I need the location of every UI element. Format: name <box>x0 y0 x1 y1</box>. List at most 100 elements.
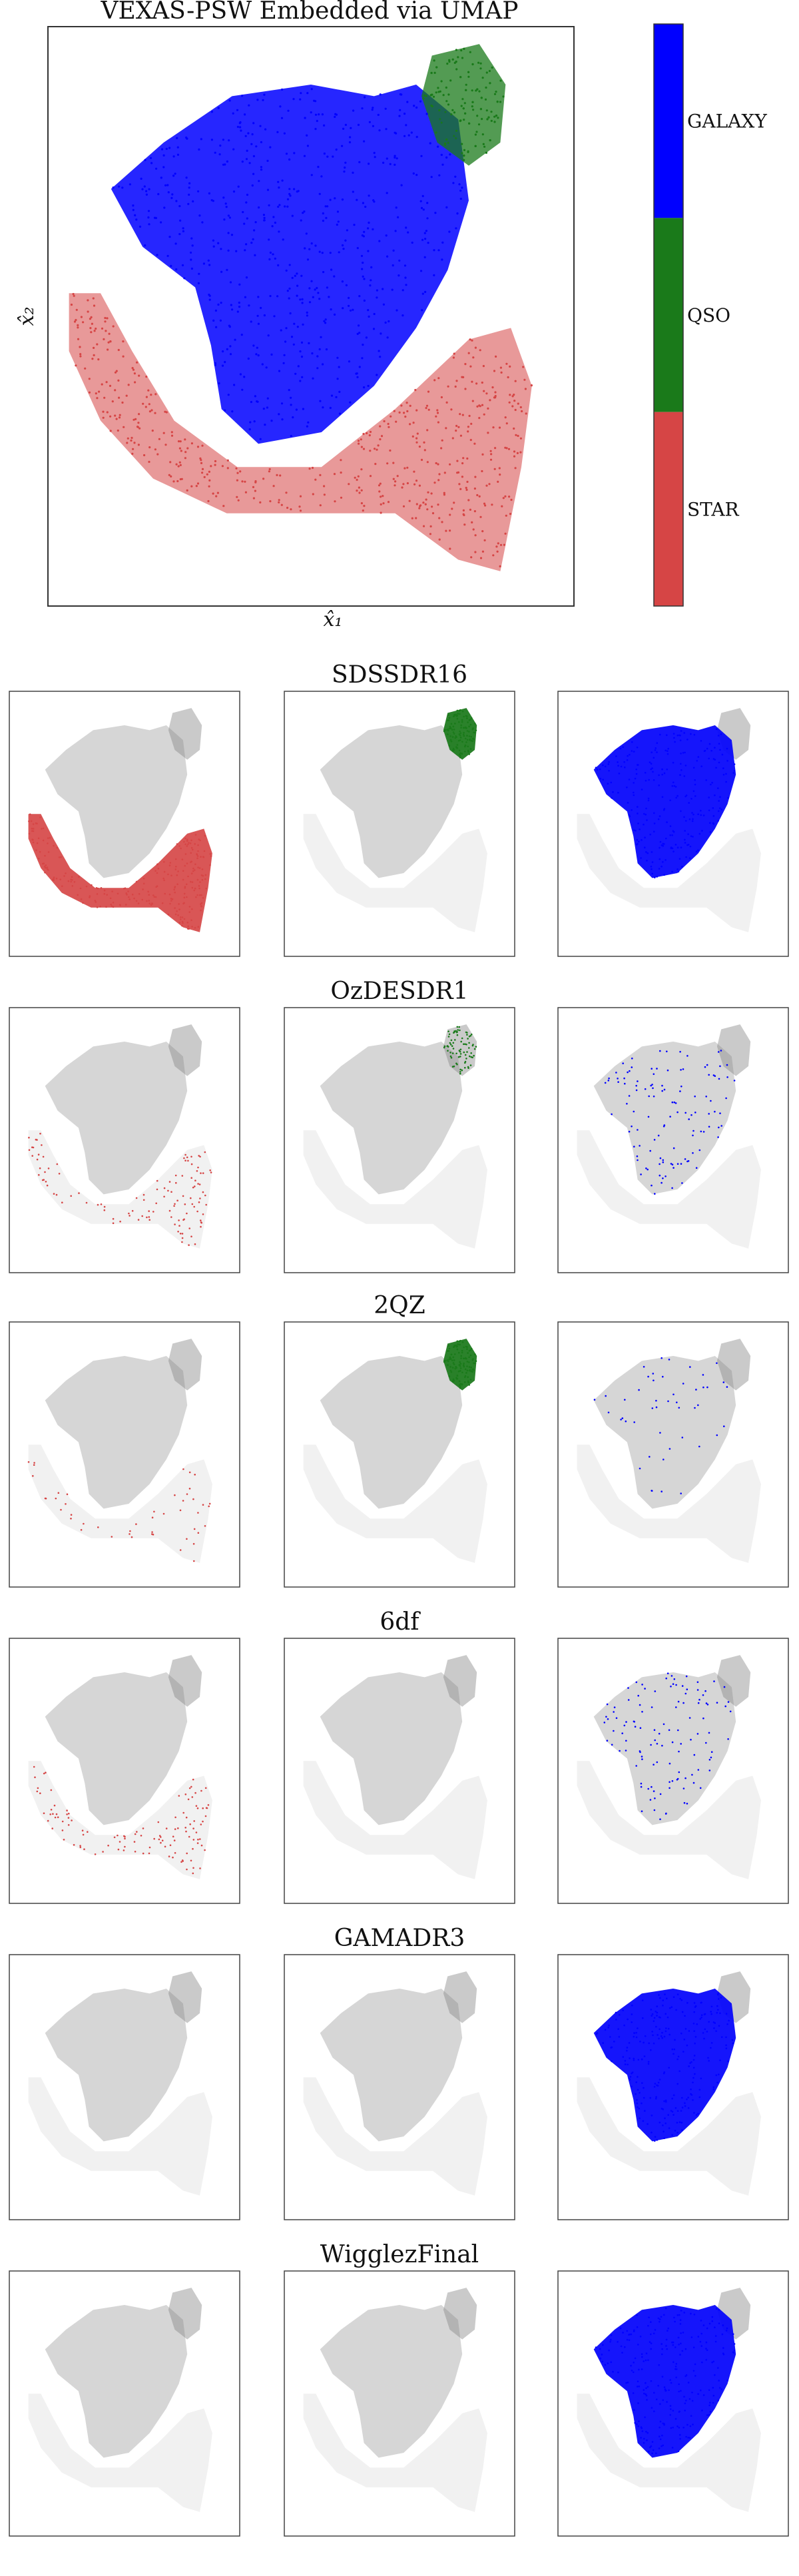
main-point-galaxy <box>160 148 164 151</box>
point-galaxy <box>638 2420 640 2422</box>
point-star <box>79 1845 81 1847</box>
point-galaxy <box>650 2445 653 2447</box>
point-galaxy <box>659 2121 661 2124</box>
point-star <box>105 906 107 908</box>
survey-title: OzDESDR1 <box>330 978 468 1005</box>
main-point-qso <box>457 56 459 59</box>
point-galaxy <box>713 2027 715 2029</box>
background-star <box>577 1445 761 1563</box>
main-point-qso <box>502 95 505 98</box>
main-point-galaxy <box>308 287 311 290</box>
main-point-star <box>363 505 366 507</box>
point-galaxy <box>609 2036 611 2038</box>
main-point-galaxy <box>352 171 354 174</box>
point-qso <box>461 1341 464 1343</box>
main-point-qso <box>447 141 449 144</box>
point-qso <box>455 1030 457 1032</box>
main-point-galaxy <box>378 350 380 352</box>
point-galaxy <box>684 2028 687 2030</box>
point-star <box>49 1813 51 1815</box>
point-galaxy <box>639 1145 641 1147</box>
main-point-star <box>95 392 97 395</box>
main-point-star <box>380 503 382 506</box>
main-point-qso <box>484 98 487 101</box>
point-qso <box>475 729 477 731</box>
point-star <box>183 1218 185 1221</box>
point-galaxy <box>661 768 663 771</box>
main-point-star <box>402 505 405 507</box>
point-galaxy <box>691 812 693 814</box>
main-point-galaxy <box>370 279 372 282</box>
main-point-star <box>199 457 202 460</box>
main-point-galaxy <box>258 206 260 209</box>
main-point-galaxy <box>412 172 415 175</box>
point-galaxy <box>712 2088 714 2091</box>
main-point-qso <box>477 61 480 64</box>
main-point-star <box>109 340 112 343</box>
point-galaxy <box>635 1765 637 1767</box>
point-galaxy <box>608 2350 610 2352</box>
point-galaxy <box>636 747 639 749</box>
main-point-star <box>105 381 108 384</box>
point-galaxy <box>633 2362 635 2364</box>
main-point-galaxy <box>421 309 423 312</box>
main-point-galaxy <box>138 225 142 228</box>
colorbar-segment-star <box>654 412 683 606</box>
panel-qso <box>284 2270 515 2537</box>
point-qso <box>448 1375 451 1377</box>
point-star <box>87 1831 89 1833</box>
point-galaxy <box>715 2074 718 2077</box>
main-point-galaxy <box>372 328 376 330</box>
point-star <box>55 877 58 880</box>
point-galaxy <box>661 865 663 868</box>
main-point-galaxy <box>157 192 160 196</box>
point-galaxy <box>659 858 661 860</box>
point-star <box>28 820 30 822</box>
point-star <box>170 1216 172 1218</box>
point-qso <box>467 1352 469 1354</box>
point-qso <box>473 1054 475 1057</box>
point-qso <box>459 1056 461 1058</box>
point-galaxy <box>643 2389 645 2391</box>
main-point-galaxy <box>262 99 264 101</box>
background-qso <box>443 2288 477 2340</box>
main-point-star <box>254 481 257 483</box>
point-star <box>137 1219 140 1221</box>
point-galaxy <box>645 2352 648 2354</box>
point-star <box>181 924 183 927</box>
main-point-galaxy <box>287 109 290 112</box>
main-point-star <box>179 464 182 467</box>
main-point-galaxy <box>424 290 427 293</box>
main-point-qso <box>462 107 465 110</box>
point-galaxy <box>659 733 661 736</box>
main-point-star <box>445 529 447 532</box>
main-point-star <box>121 401 124 404</box>
point-galaxy <box>712 2086 715 2089</box>
main-point-star <box>106 411 109 414</box>
point-galaxy <box>610 2338 612 2341</box>
main-point-star <box>514 408 517 412</box>
main-point-galaxy <box>278 204 281 206</box>
point-galaxy <box>704 1690 706 1692</box>
point-galaxy <box>678 2426 680 2429</box>
point-galaxy <box>661 1744 663 1747</box>
point-qso <box>457 1343 459 1345</box>
main-point-galaxy <box>252 238 254 240</box>
point-qso <box>459 1361 461 1363</box>
point-star <box>57 1492 60 1494</box>
point-galaxy <box>596 769 599 771</box>
main-point-galaxy <box>223 218 226 221</box>
main-point-star <box>423 449 426 452</box>
main-point-galaxy <box>238 283 241 286</box>
main-point-star <box>441 521 443 523</box>
point-qso <box>443 1046 445 1049</box>
point-star <box>187 1159 189 1162</box>
main-point-star <box>403 467 406 470</box>
point-star <box>182 1468 184 1470</box>
point-qso <box>458 1351 460 1354</box>
main-point-galaxy <box>345 284 348 286</box>
point-galaxy <box>612 791 614 793</box>
main-point-galaxy <box>358 295 361 298</box>
main-point-qso <box>485 151 488 154</box>
point-galaxy <box>634 2421 636 2424</box>
